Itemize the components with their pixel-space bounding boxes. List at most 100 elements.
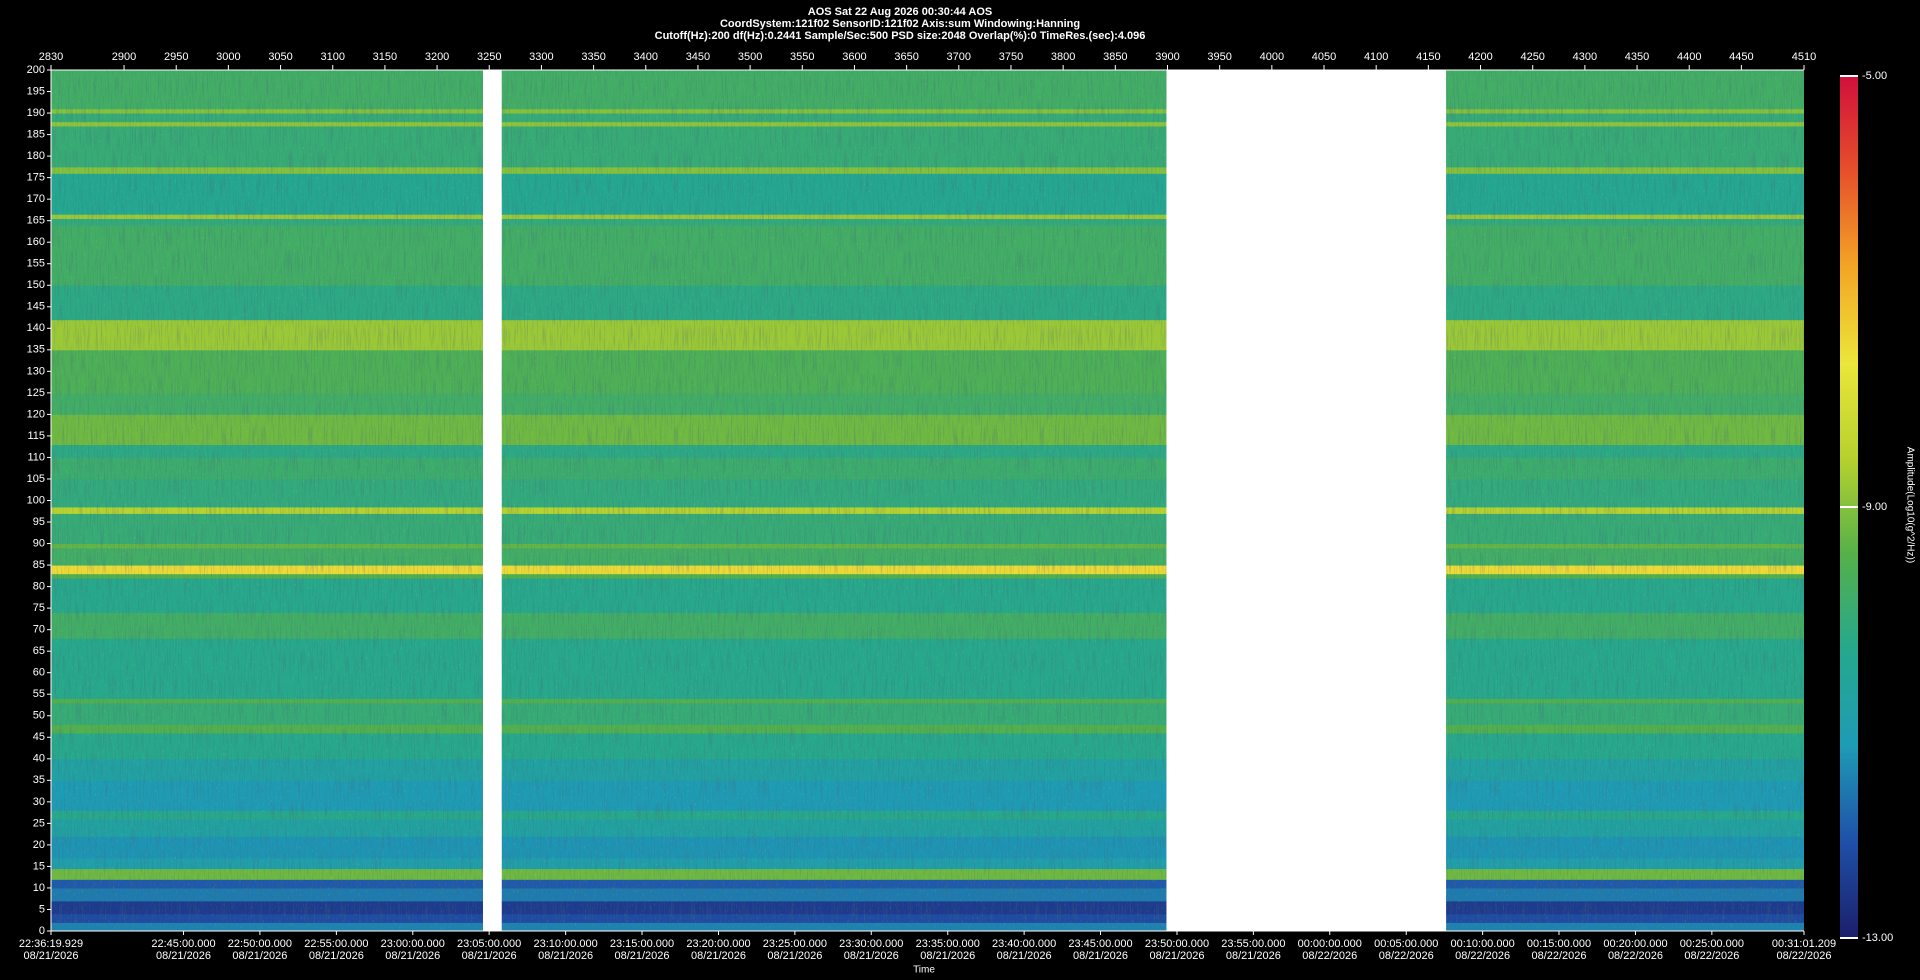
y-tick-label: 180 (27, 150, 45, 162)
y-tick-label: 155 (27, 258, 45, 270)
time-tick-date: 08/22/2026 (1531, 950, 1586, 962)
time-tick-date: 08/21/2026 (920, 950, 975, 962)
colorbar-tick-label: -5.00 (1862, 70, 1887, 82)
time-tick-date: 08/22/2026 (1302, 950, 1357, 962)
time-tick-date: 08/22/2026 (1608, 950, 1663, 962)
y-tick-label: 10 (33, 882, 45, 894)
y-tick-label: 5 (39, 903, 45, 915)
time-tick-date: 08/21/2026 (462, 950, 517, 962)
y-tick-label: 130 (27, 365, 45, 377)
time-tick-date: 08/21/2026 (309, 950, 364, 962)
time-tick-label: 23:15:00.000 (610, 938, 674, 950)
time-tick-label: 22:55:00.000 (304, 938, 368, 950)
y-tick-label: 145 (27, 301, 45, 313)
x-tick-label: 3450 (686, 51, 710, 63)
y-tick-label: 60 (33, 667, 45, 679)
time-tick-date: 08/21/2026 (156, 950, 211, 962)
x-tick-label: 4050 (1312, 51, 1336, 63)
time-tick-date: 08/22/2026 (1684, 950, 1739, 962)
time-tick-label: 22:45:00.000 (151, 938, 215, 950)
y-tick-label: 135 (27, 344, 45, 356)
y-tick-label: 140 (27, 322, 45, 334)
y-tick-label: 15 (33, 860, 45, 872)
time-tick-label: 23:35:00.000 (916, 938, 980, 950)
y-tick-label: 50 (33, 710, 45, 722)
x-tick-label: 3800 (1051, 51, 1075, 63)
time-tick-label: 23:25:00.000 (763, 938, 827, 950)
x-tick-label: 4350 (1625, 51, 1649, 63)
y-tick-label: 55 (33, 688, 45, 700)
y-tick-label: 185 (27, 128, 45, 140)
texture (1446, 70, 1804, 931)
time-tick-date: 08/21/2026 (1073, 950, 1128, 962)
time-tick-label: 00:00:00.000 (1298, 938, 1362, 950)
x-tick-label: 4200 (1468, 51, 1492, 63)
time-tick-date: 08/21/2026 (844, 950, 899, 962)
y-tick-label: 85 (33, 559, 45, 571)
y-tick-label: 75 (33, 602, 45, 614)
x-tick-label: 3350 (581, 51, 605, 63)
time-tick-label: 23:45:00.000 (1068, 938, 1132, 950)
time-tick-date: 08/21/2026 (691, 950, 746, 962)
x-tick-label: 4000 (1260, 51, 1284, 63)
y-tick-label: 195 (27, 85, 45, 97)
x-tick-label: 3700 (947, 51, 971, 63)
time-tick-label: 00:25:00.000 (1680, 938, 1744, 950)
time-tick-label: 00:31:01.209 (1772, 938, 1836, 950)
texture (501, 70, 1167, 931)
time-tick-label: 00:05:00.000 (1374, 938, 1438, 950)
y-tick-label: 165 (27, 215, 45, 227)
time-tick-label: 23:20:00.000 (686, 938, 750, 950)
x-tick-label: 3000 (216, 51, 240, 63)
x-tick-label: 4250 (1520, 51, 1544, 63)
x-tick-label: 3600 (842, 51, 866, 63)
y-tick-label: 175 (27, 172, 45, 184)
x-tick-label: 2950 (164, 51, 188, 63)
texture (51, 70, 483, 931)
time-tick-label: 00:15:00.000 (1527, 938, 1591, 950)
y-tick-label: 45 (33, 731, 45, 743)
x-tick-label: 4510 (1792, 51, 1816, 63)
x-tick-label: 3650 (894, 51, 918, 63)
title: AOS Sat 22 Aug 2026 00:30:44 AOS (808, 6, 992, 18)
colorbar-tick-label: -9.00 (1862, 501, 1887, 513)
time-tick-label: 00:20:00.000 (1603, 938, 1667, 950)
time-tick-label: 23:05:00.000 (457, 938, 521, 950)
y-tick-label: 160 (27, 236, 45, 248)
x-tick-label: 3950 (1207, 51, 1231, 63)
plot (51, 70, 1804, 932)
x-tick-label: 3050 (268, 51, 292, 63)
time-tick-label: 23:30:00.000 (839, 938, 903, 950)
y-tick-label: 30 (33, 796, 45, 808)
time-tick-date: 08/21/2026 (614, 950, 669, 962)
y-tick-label: 120 (27, 408, 45, 420)
x-tick-label: 4400 (1677, 51, 1701, 63)
y-tick-label: 65 (33, 645, 45, 657)
time-tick-date: 08/21/2026 (1149, 950, 1204, 962)
settings-line: Cutoff(Hz):200 df(Hz):0.2441 Sample/Sec:… (655, 30, 1146, 42)
time-tick-label: 23:10:00.000 (534, 938, 598, 950)
time-tick-label: 22:50:00.000 (228, 938, 292, 950)
time-tick-label: 23:00:00.000 (381, 938, 445, 950)
y-tick-label: 105 (27, 473, 45, 485)
x-tick-label: 2900 (112, 51, 136, 63)
y-tick-label: 70 (33, 624, 45, 636)
time-tick-label: 23:40:00.000 (992, 938, 1056, 950)
y-tick-label: 0 (39, 925, 45, 937)
time-tick-date: 08/22/2026 (1776, 950, 1831, 962)
time-tick-date: 08/21/2026 (997, 950, 1052, 962)
time-tick-label: 00:10:00.000 (1450, 938, 1514, 950)
time-tick-label: 23:50:00.000 (1145, 938, 1209, 950)
x-tick-label: 3750 (999, 51, 1023, 63)
subtitle: CoordSystem:121f02 SensorID:121f02 Axis:… (720, 18, 1080, 30)
y-tick-label: 115 (27, 430, 45, 442)
y-tick-label: 200 (27, 64, 45, 76)
time-tick-date: 08/22/2026 (1379, 950, 1434, 962)
x-tick-label: 3500 (738, 51, 762, 63)
x-tick-label: 3200 (425, 51, 449, 63)
x-axis-label: Time (913, 965, 935, 976)
y-tick-label: 150 (27, 279, 45, 291)
x-tick-label: 4100 (1364, 51, 1388, 63)
time-tick-date: 08/21/2026 (1226, 950, 1281, 962)
